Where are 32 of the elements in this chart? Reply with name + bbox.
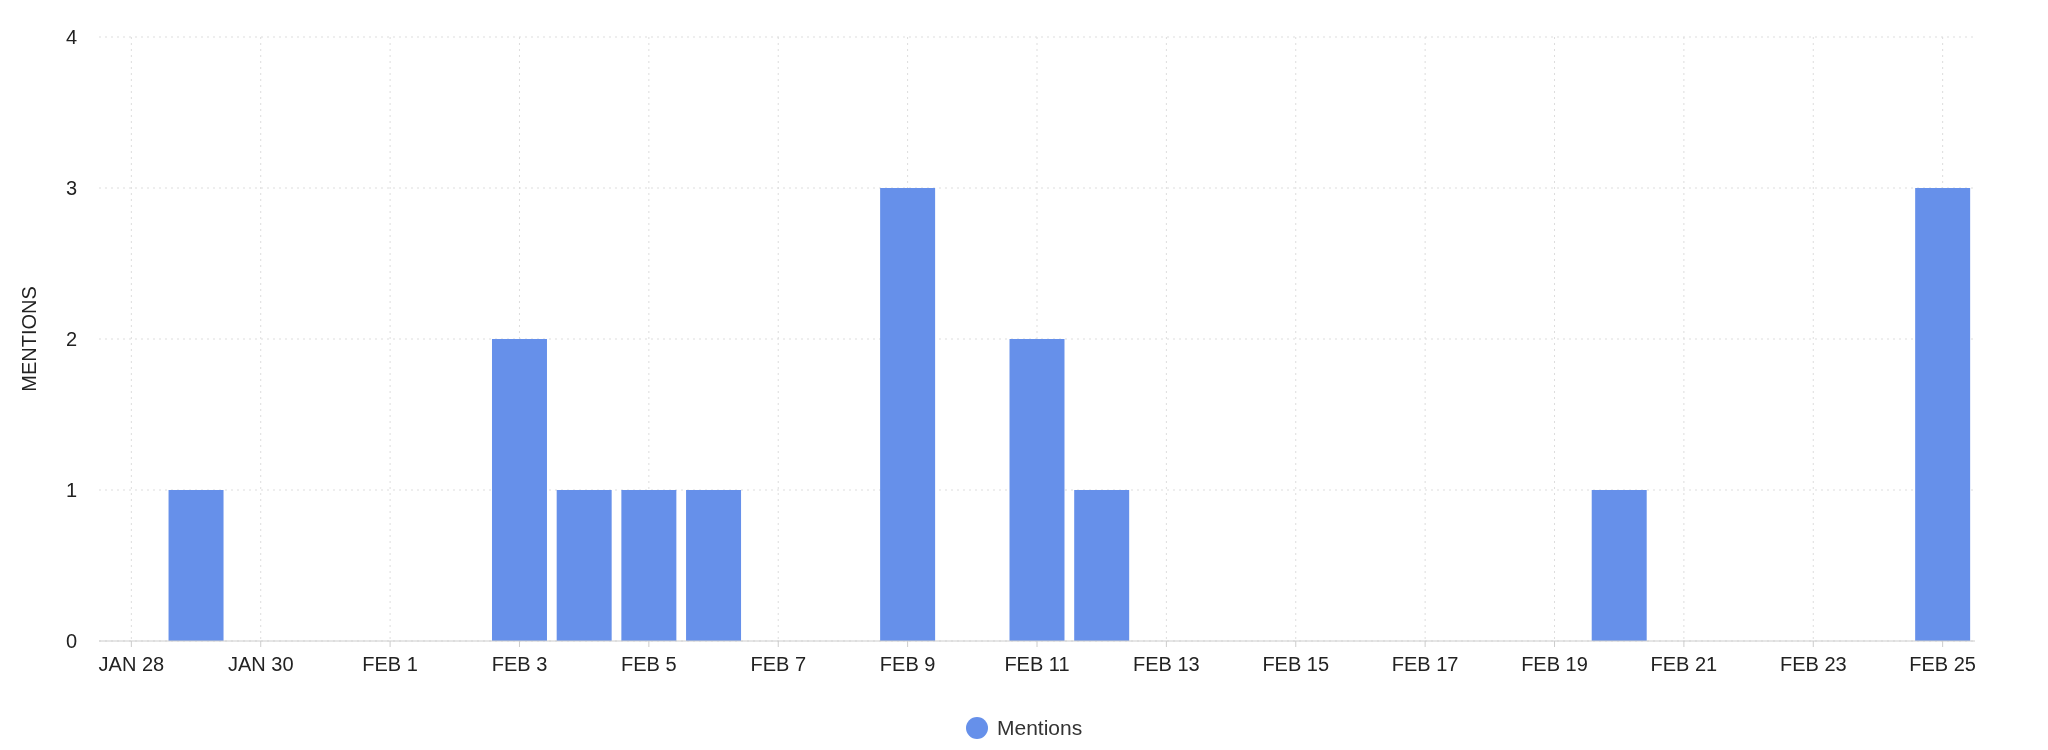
x-tick-label: FEB 11 (1004, 653, 1070, 675)
x-tick-label: JAN 28 (98, 653, 165, 675)
y-tick-label: 2 (65, 328, 77, 350)
y-tick-label: 0 (65, 630, 77, 652)
x-tick-label: FEB 3 (491, 653, 548, 675)
y-tick-label: 4 (65, 26, 77, 48)
bar (621, 490, 677, 641)
bar (1009, 339, 1065, 641)
x-tick-label: FEB 19 (1521, 653, 1588, 675)
x-tick-label: FEB 5 (621, 653, 677, 675)
bar (491, 339, 547, 641)
x-tick-label: JAN 30 (227, 653, 294, 675)
bar (556, 490, 612, 641)
bar (1591, 490, 1647, 641)
x-tick-label: FEB 7 (750, 653, 807, 675)
y-axis-title: MENTIONS (18, 286, 40, 392)
x-tick-label: FEB 25 (1909, 653, 1977, 675)
bar (1074, 490, 1130, 641)
x-tick-label: FEB 1 (362, 653, 418, 675)
bar (880, 188, 936, 641)
x-tick-label: FEB 23 (1779, 653, 1847, 675)
x-tick-label: FEB 9 (879, 653, 936, 675)
legend-label: Mentions (997, 716, 1083, 740)
bar (686, 490, 742, 641)
bar (168, 490, 224, 641)
x-tick-label: FEB 17 (1391, 653, 1459, 675)
x-tick-label: FEB 21 (1650, 653, 1718, 675)
y-tick-label: 1 (65, 479, 77, 501)
bar (1915, 188, 1971, 641)
x-tick-label: FEB 15 (1262, 653, 1330, 675)
x-tick-label: FEB 13 (1133, 653, 1200, 675)
y-tick-label: 3 (65, 177, 77, 199)
